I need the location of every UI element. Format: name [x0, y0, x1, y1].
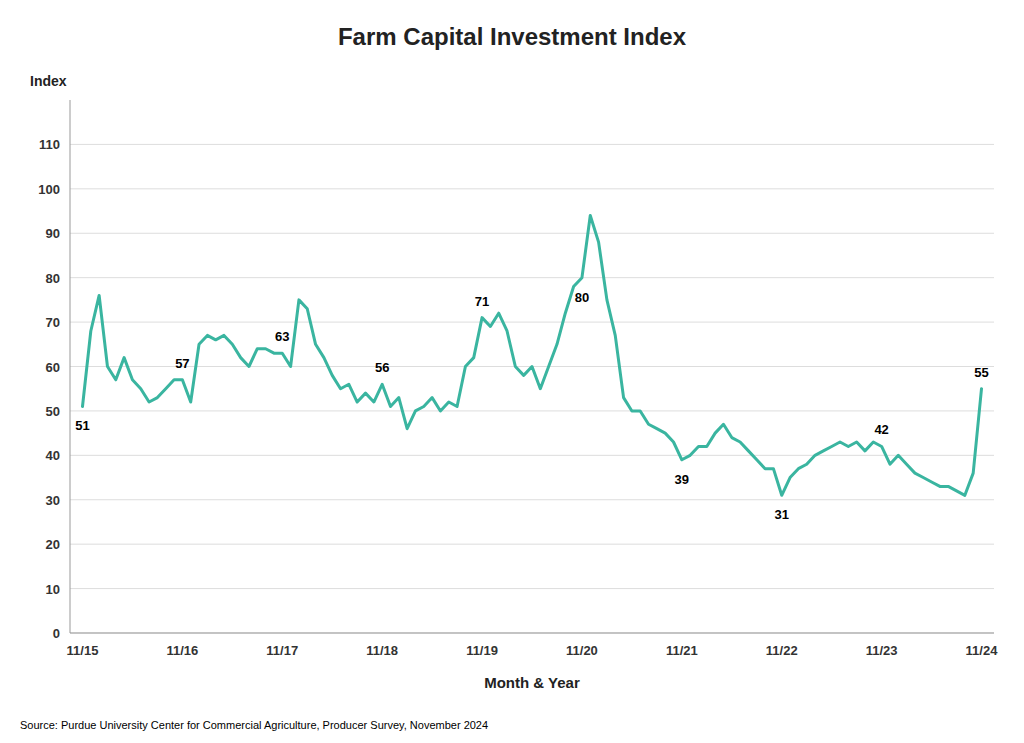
x-tick-label: 11/17 [266, 643, 298, 658]
y-tick-label: 100 [38, 182, 60, 197]
x-tick-label: 11/18 [366, 643, 398, 658]
point-label: 71 [475, 294, 489, 309]
y-tick-label: 20 [46, 537, 60, 552]
x-tick-label: 11/15 [67, 643, 99, 658]
grid-line [70, 633, 994, 634]
x-tick-label: 11/19 [466, 643, 498, 658]
line [82, 215, 981, 495]
grid-line [70, 499, 994, 500]
point-label: 42 [874, 422, 888, 437]
source: Source: Purdue University Center for Com… [20, 719, 488, 731]
x-axis-line [70, 633, 994, 634]
grid-line [70, 544, 994, 545]
x-axis-label: Month & Year [484, 674, 580, 691]
title: Farm Capital Investment Index [338, 23, 687, 50]
y-tick-label: 70 [46, 315, 60, 330]
point-label: 63 [275, 329, 289, 344]
annotations: 51 57 63 56 71 80 39 31 42 55 [75, 290, 988, 523]
point-label: 51 [75, 418, 89, 433]
y-tick-label: 50 [46, 404, 60, 419]
grid-line [70, 188, 994, 189]
point-label: 57 [175, 356, 189, 371]
y-axis-line [70, 100, 71, 633]
grid-line [70, 455, 994, 456]
grid-line [70, 588, 994, 589]
y-tick-label: 30 [46, 493, 60, 508]
grid [70, 144, 994, 633]
y-tick-label: 80 [46, 271, 60, 286]
y-tick-label: 40 [46, 448, 60, 463]
plot-area [82, 215, 981, 495]
x-tick-label: 11/16 [166, 643, 198, 658]
y-tick-label: 60 [46, 360, 60, 375]
x-tick-label: 11/21 [666, 643, 698, 658]
point-label: 31 [774, 507, 788, 522]
x-tick-label: 11/23 [866, 643, 898, 658]
y-axis-label: Index [30, 73, 67, 89]
x-tick-label: 11/22 [766, 643, 798, 658]
x-tick-label: 11/20 [566, 643, 598, 658]
y-tick-label: 90 [46, 226, 60, 241]
point-label: 55 [974, 365, 988, 380]
y-tick-label: 0 [53, 626, 60, 641]
point-label: 39 [675, 472, 689, 487]
y-tick-label: 10 [46, 582, 60, 597]
chart: Farm Capital Investment Index Index 0 10 20 3… [0, 0, 1024, 743]
point-label: 56 [375, 360, 389, 375]
point-label: 80 [575, 290, 589, 305]
grid-line [70, 322, 994, 323]
grid-line [70, 144, 994, 145]
x-tick-label: 11/24 [966, 643, 999, 658]
y-tick-label: 110 [39, 137, 60, 152]
grid-line [70, 233, 994, 234]
grid-line [70, 410, 994, 411]
grid-line [70, 277, 994, 278]
